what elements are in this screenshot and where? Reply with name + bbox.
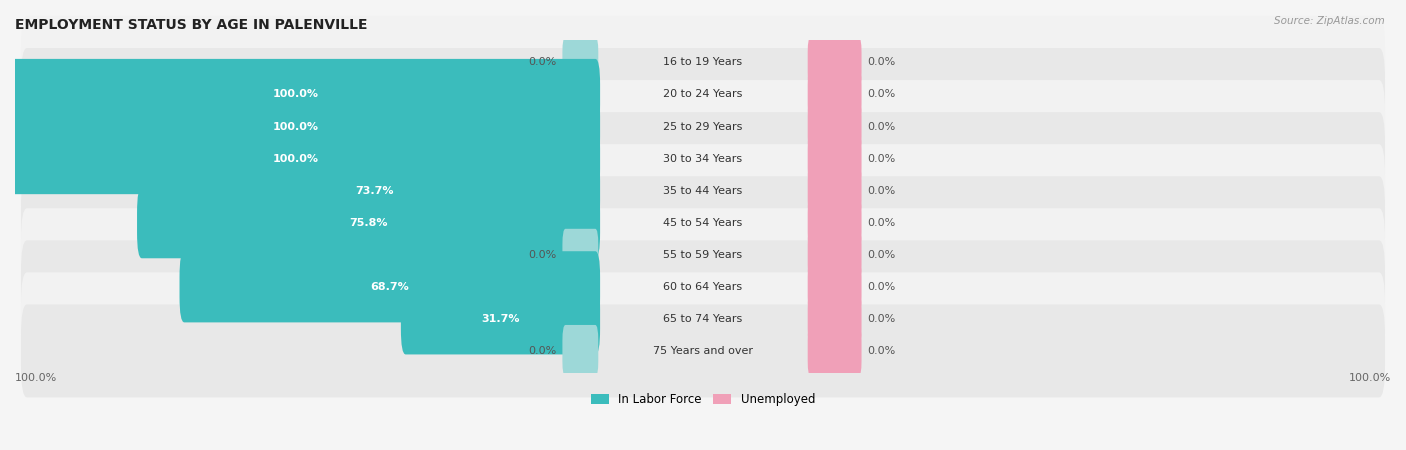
- Text: 100.0%: 100.0%: [273, 90, 319, 99]
- Text: 0.0%: 0.0%: [868, 153, 896, 164]
- FancyBboxPatch shape: [807, 68, 862, 121]
- Text: 60 to 64 Years: 60 to 64 Years: [664, 282, 742, 292]
- FancyBboxPatch shape: [0, 59, 600, 130]
- Text: 65 to 74 Years: 65 to 74 Years: [664, 314, 742, 324]
- FancyBboxPatch shape: [21, 208, 1385, 301]
- Text: 35 to 44 Years: 35 to 44 Years: [664, 186, 742, 196]
- FancyBboxPatch shape: [21, 16, 1385, 109]
- FancyBboxPatch shape: [21, 144, 1385, 237]
- FancyBboxPatch shape: [807, 100, 862, 153]
- Text: 0.0%: 0.0%: [868, 122, 896, 131]
- Legend: In Labor Force, Unemployed: In Labor Force, Unemployed: [586, 388, 820, 411]
- FancyBboxPatch shape: [807, 261, 862, 313]
- Text: 68.7%: 68.7%: [370, 282, 409, 292]
- Text: 0.0%: 0.0%: [529, 58, 557, 68]
- Text: 16 to 19 Years: 16 to 19 Years: [664, 58, 742, 68]
- FancyBboxPatch shape: [21, 240, 1385, 333]
- FancyBboxPatch shape: [807, 325, 862, 377]
- FancyBboxPatch shape: [562, 229, 599, 281]
- Text: 30 to 34 Years: 30 to 34 Years: [664, 153, 742, 164]
- FancyBboxPatch shape: [807, 133, 862, 184]
- FancyBboxPatch shape: [21, 272, 1385, 365]
- Text: EMPLOYMENT STATUS BY AGE IN PALENVILLE: EMPLOYMENT STATUS BY AGE IN PALENVILLE: [15, 18, 367, 32]
- FancyBboxPatch shape: [21, 48, 1385, 141]
- Text: 0.0%: 0.0%: [868, 314, 896, 324]
- FancyBboxPatch shape: [807, 229, 862, 281]
- FancyBboxPatch shape: [149, 155, 600, 226]
- FancyBboxPatch shape: [21, 80, 1385, 173]
- Text: 75.8%: 75.8%: [349, 218, 388, 228]
- FancyBboxPatch shape: [21, 305, 1385, 397]
- Text: 100.0%: 100.0%: [1348, 373, 1391, 382]
- Text: 75 Years and over: 75 Years and over: [652, 346, 754, 356]
- Text: 0.0%: 0.0%: [868, 186, 896, 196]
- Text: 0.0%: 0.0%: [529, 346, 557, 356]
- FancyBboxPatch shape: [807, 165, 862, 216]
- FancyBboxPatch shape: [180, 251, 600, 322]
- Text: 100.0%: 100.0%: [15, 373, 58, 382]
- FancyBboxPatch shape: [807, 293, 862, 345]
- FancyBboxPatch shape: [21, 176, 1385, 269]
- FancyBboxPatch shape: [0, 123, 600, 194]
- FancyBboxPatch shape: [562, 36, 599, 88]
- FancyBboxPatch shape: [136, 187, 600, 258]
- Text: 100.0%: 100.0%: [273, 122, 319, 131]
- Text: 0.0%: 0.0%: [868, 58, 896, 68]
- Text: 55 to 59 Years: 55 to 59 Years: [664, 250, 742, 260]
- Text: 0.0%: 0.0%: [868, 90, 896, 99]
- FancyBboxPatch shape: [401, 284, 600, 355]
- Text: 31.7%: 31.7%: [481, 314, 520, 324]
- Text: 73.7%: 73.7%: [356, 186, 394, 196]
- Text: 0.0%: 0.0%: [868, 346, 896, 356]
- Text: 0.0%: 0.0%: [868, 218, 896, 228]
- Text: 0.0%: 0.0%: [868, 250, 896, 260]
- FancyBboxPatch shape: [562, 325, 599, 377]
- FancyBboxPatch shape: [0, 91, 600, 162]
- FancyBboxPatch shape: [807, 197, 862, 249]
- FancyBboxPatch shape: [21, 112, 1385, 205]
- FancyBboxPatch shape: [807, 36, 862, 88]
- Text: 20 to 24 Years: 20 to 24 Years: [664, 90, 742, 99]
- Text: 100.0%: 100.0%: [273, 153, 319, 164]
- Text: Source: ZipAtlas.com: Source: ZipAtlas.com: [1274, 16, 1385, 26]
- Text: 0.0%: 0.0%: [868, 282, 896, 292]
- Text: 25 to 29 Years: 25 to 29 Years: [664, 122, 742, 131]
- Text: 0.0%: 0.0%: [529, 250, 557, 260]
- Text: 45 to 54 Years: 45 to 54 Years: [664, 218, 742, 228]
